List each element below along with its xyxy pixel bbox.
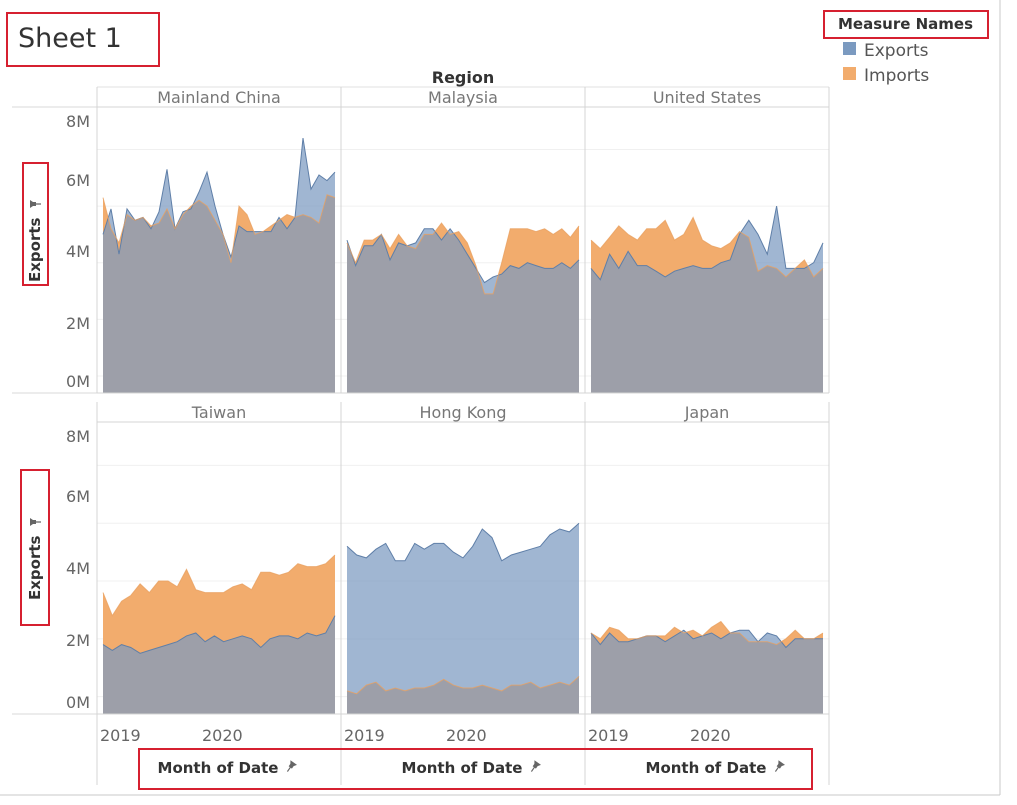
legend-label-exports: Exports bbox=[864, 41, 929, 61]
y-tick-label: 8M bbox=[66, 112, 90, 131]
pin-icon[interactable] bbox=[30, 518, 41, 526]
pin-icon[interactable] bbox=[772, 760, 785, 774]
y-tick-label: 0M bbox=[66, 693, 90, 712]
imports-line-malaysia bbox=[346, 222, 580, 295]
y-tick-label: 0M bbox=[66, 372, 90, 391]
x-tick-label: 2020 bbox=[202, 726, 243, 745]
exports-area-united-states[interactable] bbox=[591, 206, 823, 393]
x-axis-title[interactable]: Month of Date bbox=[646, 759, 767, 777]
legend-title-highlight bbox=[823, 10, 989, 39]
y-tick-label: 6M bbox=[66, 487, 90, 506]
y-axis-title[interactable]: Exports bbox=[26, 217, 44, 282]
y-axis-title-highlight bbox=[20, 469, 50, 626]
plot-layer bbox=[102, 138, 824, 714]
exports-area-mainland-china[interactable] bbox=[103, 138, 335, 393]
x-tick-label: 2020 bbox=[446, 726, 487, 745]
imports-line-japan bbox=[590, 620, 824, 646]
sheet-title-highlight bbox=[6, 12, 160, 67]
region-header: Region bbox=[432, 68, 495, 87]
x-axis-titles: Month of Date Month of Date Month of Dat… bbox=[138, 748, 813, 790]
y-tick-label: 6M bbox=[66, 171, 90, 190]
exports-area-hong-kong[interactable] bbox=[347, 523, 579, 714]
region-label-taiwan: Taiwan bbox=[191, 403, 246, 422]
legend-swatch-imports bbox=[843, 67, 856, 80]
x-axis-title[interactable]: Month of Date bbox=[158, 759, 279, 777]
y-axis-row-2: 8M 6M 4M 2M 0M Exports bbox=[20, 427, 90, 712]
legend: Measure Names Exports Imports bbox=[823, 10, 989, 86]
y-tick-label: 8M bbox=[66, 427, 90, 446]
x-axis-title[interactable]: Month of Date bbox=[402, 759, 523, 777]
exports-area-taiwan[interactable] bbox=[103, 615, 335, 714]
y-tick-label: 2M bbox=[66, 631, 90, 650]
x-tick-label: 2020 bbox=[690, 726, 731, 745]
pin-icon[interactable] bbox=[528, 760, 541, 774]
y-tick-label: 4M bbox=[66, 242, 90, 261]
exports-area-malaysia[interactable] bbox=[347, 228, 579, 393]
y-axis-row-1: 8M 6M 4M 2M 0M Exports bbox=[22, 112, 90, 391]
exports-area-japan[interactable] bbox=[591, 630, 823, 714]
y-axis-title[interactable]: Exports bbox=[26, 535, 44, 600]
legend-title: Measure Names bbox=[838, 15, 973, 33]
region-label-japan: Japan bbox=[684, 403, 730, 422]
x-tick-label: 2019 bbox=[344, 726, 385, 745]
region-label-united-states: United States bbox=[653, 88, 761, 107]
exports-line-taiwan bbox=[102, 615, 336, 654]
exports-line-united-states bbox=[590, 206, 824, 281]
exports-line-malaysia bbox=[346, 227, 580, 284]
imports-line-hong-kong bbox=[346, 676, 580, 695]
y-tick-label: 2M bbox=[66, 314, 90, 333]
legend-label-imports: Imports bbox=[864, 66, 929, 86]
legend-swatch-exports bbox=[843, 42, 856, 55]
x-tick-label: 2019 bbox=[588, 726, 629, 745]
y-tick-label: 4M bbox=[66, 559, 90, 578]
region-label-malaysia: Malaysia bbox=[428, 88, 498, 107]
imports-line-united-states bbox=[590, 216, 824, 278]
sheet-title: Sheet 1 bbox=[18, 23, 122, 54]
exports-line-japan bbox=[590, 629, 823, 649]
x-tick-label: 2019 bbox=[100, 726, 141, 745]
frame-layer: Mainland China Malaysia United States Taiwa… bbox=[12, 86, 830, 785]
x-axis: 2019 2020 2019 2020 2019 2020 bbox=[100, 726, 731, 745]
y-axis-title-highlight bbox=[22, 162, 49, 286]
pin-icon[interactable] bbox=[30, 200, 41, 208]
region-label-mainland-china: Mainland China bbox=[157, 88, 281, 107]
imports-line-mainland-china bbox=[102, 194, 336, 263]
exports-line-hong-kong bbox=[346, 522, 580, 562]
pin-icon[interactable] bbox=[284, 760, 297, 774]
region-label-hong-kong: Hong Kong bbox=[420, 403, 507, 422]
x-axis-title-highlight bbox=[138, 748, 813, 790]
imports-line-taiwan bbox=[102, 554, 336, 617]
